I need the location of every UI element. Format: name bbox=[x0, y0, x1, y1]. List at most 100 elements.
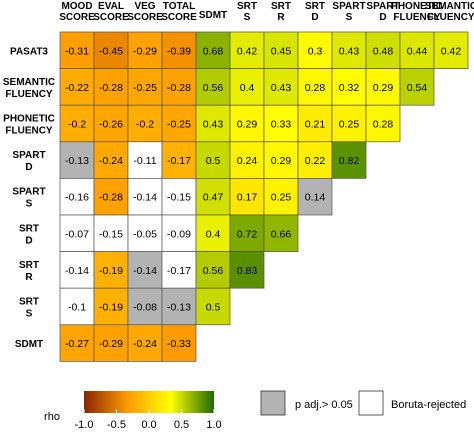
cell-value: 0.29 bbox=[373, 82, 394, 94]
heatmap-cell bbox=[127, 251, 163, 289]
colorbar-title: rho bbox=[44, 411, 60, 423]
row-label-line: R bbox=[25, 272, 33, 283]
heatmap-cell bbox=[93, 31, 129, 69]
column-label-line: D bbox=[311, 12, 318, 23]
cell-value: -0.07 bbox=[65, 228, 89, 240]
cell-value: 0.5 bbox=[206, 302, 221, 314]
row-label: PASAT3 bbox=[10, 46, 48, 57]
heatmap-cell bbox=[365, 104, 401, 143]
colorbar-tick-label: 0.5 bbox=[174, 419, 189, 431]
cell-value: 0.33 bbox=[271, 119, 292, 131]
legend-label-white: Boruta-rejected bbox=[391, 399, 466, 411]
row-label-line: SPART bbox=[12, 150, 45, 161]
column-label-line: FLUENCY bbox=[427, 12, 474, 23]
heatmap-cell bbox=[195, 287, 231, 326]
column-label-line: FLUENCY bbox=[393, 12, 441, 23]
cell-value: -0.16 bbox=[65, 192, 89, 204]
cell-value: 0.17 bbox=[237, 192, 258, 204]
cell-value: 0.54 bbox=[407, 82, 428, 94]
cell-value: -0.33 bbox=[167, 338, 191, 350]
cell-value: -0.25 bbox=[167, 119, 191, 131]
cell-value: -0.22 bbox=[65, 82, 89, 94]
heatmap-cell bbox=[161, 31, 197, 69]
heatmap-cell bbox=[229, 251, 265, 289]
heatmap-cell bbox=[161, 324, 197, 362]
column-label-line: SPART bbox=[332, 1, 365, 12]
heatmap-cell bbox=[195, 68, 231, 106]
column-label-line: S bbox=[244, 12, 251, 23]
heatmap-cell bbox=[59, 214, 95, 252]
cell-value: -0.28 bbox=[99, 82, 123, 94]
cell-value: 0.25 bbox=[339, 119, 360, 131]
row-label-line: SRT bbox=[19, 223, 39, 234]
row-label: SDMT bbox=[15, 339, 43, 350]
row-label-line: SPART bbox=[12, 187, 45, 198]
row-label: SPART D bbox=[12, 150, 45, 173]
row-label-line: S bbox=[26, 309, 33, 320]
cell-value: 0.66 bbox=[271, 228, 292, 240]
cell-value: 0.83 bbox=[237, 265, 258, 277]
column-label: PHONETIC FLUENCY bbox=[391, 1, 443, 23]
cell-value: -0.2 bbox=[68, 119, 86, 131]
column-label: EVAL SCORE bbox=[93, 1, 129, 23]
heatmap-cell bbox=[263, 214, 299, 252]
cell-value: -0.13 bbox=[167, 302, 191, 314]
cell-value: -0.2 bbox=[136, 119, 154, 131]
cell-value: -0.14 bbox=[65, 265, 89, 277]
column-label-line: SRT bbox=[305, 1, 325, 12]
heatmap-cell bbox=[161, 104, 197, 143]
column-label-line: MOOD bbox=[61, 1, 92, 12]
heatmap-cell bbox=[263, 104, 299, 143]
row-label-line: SRT bbox=[19, 260, 39, 271]
column-label-line: SCORE bbox=[93, 12, 129, 23]
cell-value: -0.15 bbox=[99, 228, 123, 240]
column-label: SEMANTIC FLUENCY bbox=[425, 1, 474, 23]
cell-value: 0.32 bbox=[339, 82, 360, 94]
cell-value: 0.48 bbox=[373, 45, 394, 57]
heatmap-cell bbox=[365, 68, 401, 106]
cell-value: 0.47 bbox=[203, 192, 224, 204]
column-label-line: VEG bbox=[134, 1, 155, 12]
cell-value: -0.24 bbox=[133, 338, 157, 350]
heatmap-cell bbox=[331, 31, 367, 69]
column-label: SDMT bbox=[199, 10, 227, 21]
cell-value: 0.25 bbox=[271, 192, 292, 204]
cell-value: -0.39 bbox=[167, 45, 191, 57]
cell-value: -0.29 bbox=[133, 45, 157, 57]
heatmap-cell bbox=[229, 31, 265, 69]
cell-value: -0.17 bbox=[167, 155, 191, 167]
column-label: VEG SCORE bbox=[127, 1, 163, 23]
colorbar-tick-label: 1.0 bbox=[206, 419, 221, 431]
cell-value: -0.29 bbox=[99, 338, 123, 350]
row-label-line: PHONETIC bbox=[3, 114, 55, 125]
column-label-line: S bbox=[346, 12, 353, 23]
heatmap-cell bbox=[93, 178, 129, 216]
column-label-line: SCORE bbox=[161, 12, 197, 23]
heatmap-cell bbox=[229, 214, 265, 252]
cell-value: -0.13 bbox=[65, 155, 89, 167]
cell-value: 0.4 bbox=[240, 82, 255, 94]
cell-value: 0.68 bbox=[203, 45, 224, 57]
cell-value: 0.42 bbox=[237, 45, 258, 57]
cell-value: -0.26 bbox=[99, 119, 123, 131]
row-label-line: SDMT bbox=[15, 339, 43, 350]
cell-value: 0.28 bbox=[373, 119, 394, 131]
heatmap-cell bbox=[263, 141, 299, 179]
cell-value: 0.29 bbox=[271, 155, 292, 167]
cell-value: 0.24 bbox=[237, 155, 258, 167]
column-label-line: PHONETIC bbox=[391, 1, 443, 12]
heatmap-cells: -0.31 -0.45 -0.29 -0.39 0.68 0.42 0.45 0.3 0.43 0… bbox=[59, 31, 469, 362]
heatmap-cell bbox=[161, 251, 197, 289]
legend-swatch-grey bbox=[260, 390, 286, 416]
cell-value: 0.56 bbox=[203, 82, 224, 94]
cell-value: 0.43 bbox=[271, 82, 292, 94]
heatmap-cell bbox=[93, 141, 129, 179]
heatmap-cell bbox=[229, 68, 265, 106]
cell-value: 0.28 bbox=[305, 82, 326, 94]
row-label: SRT D bbox=[19, 223, 39, 246]
cell-value: -0.25 bbox=[133, 82, 157, 94]
cell-value: -0.31 bbox=[65, 45, 89, 57]
row-label-line: FLUENCY bbox=[5, 89, 53, 100]
